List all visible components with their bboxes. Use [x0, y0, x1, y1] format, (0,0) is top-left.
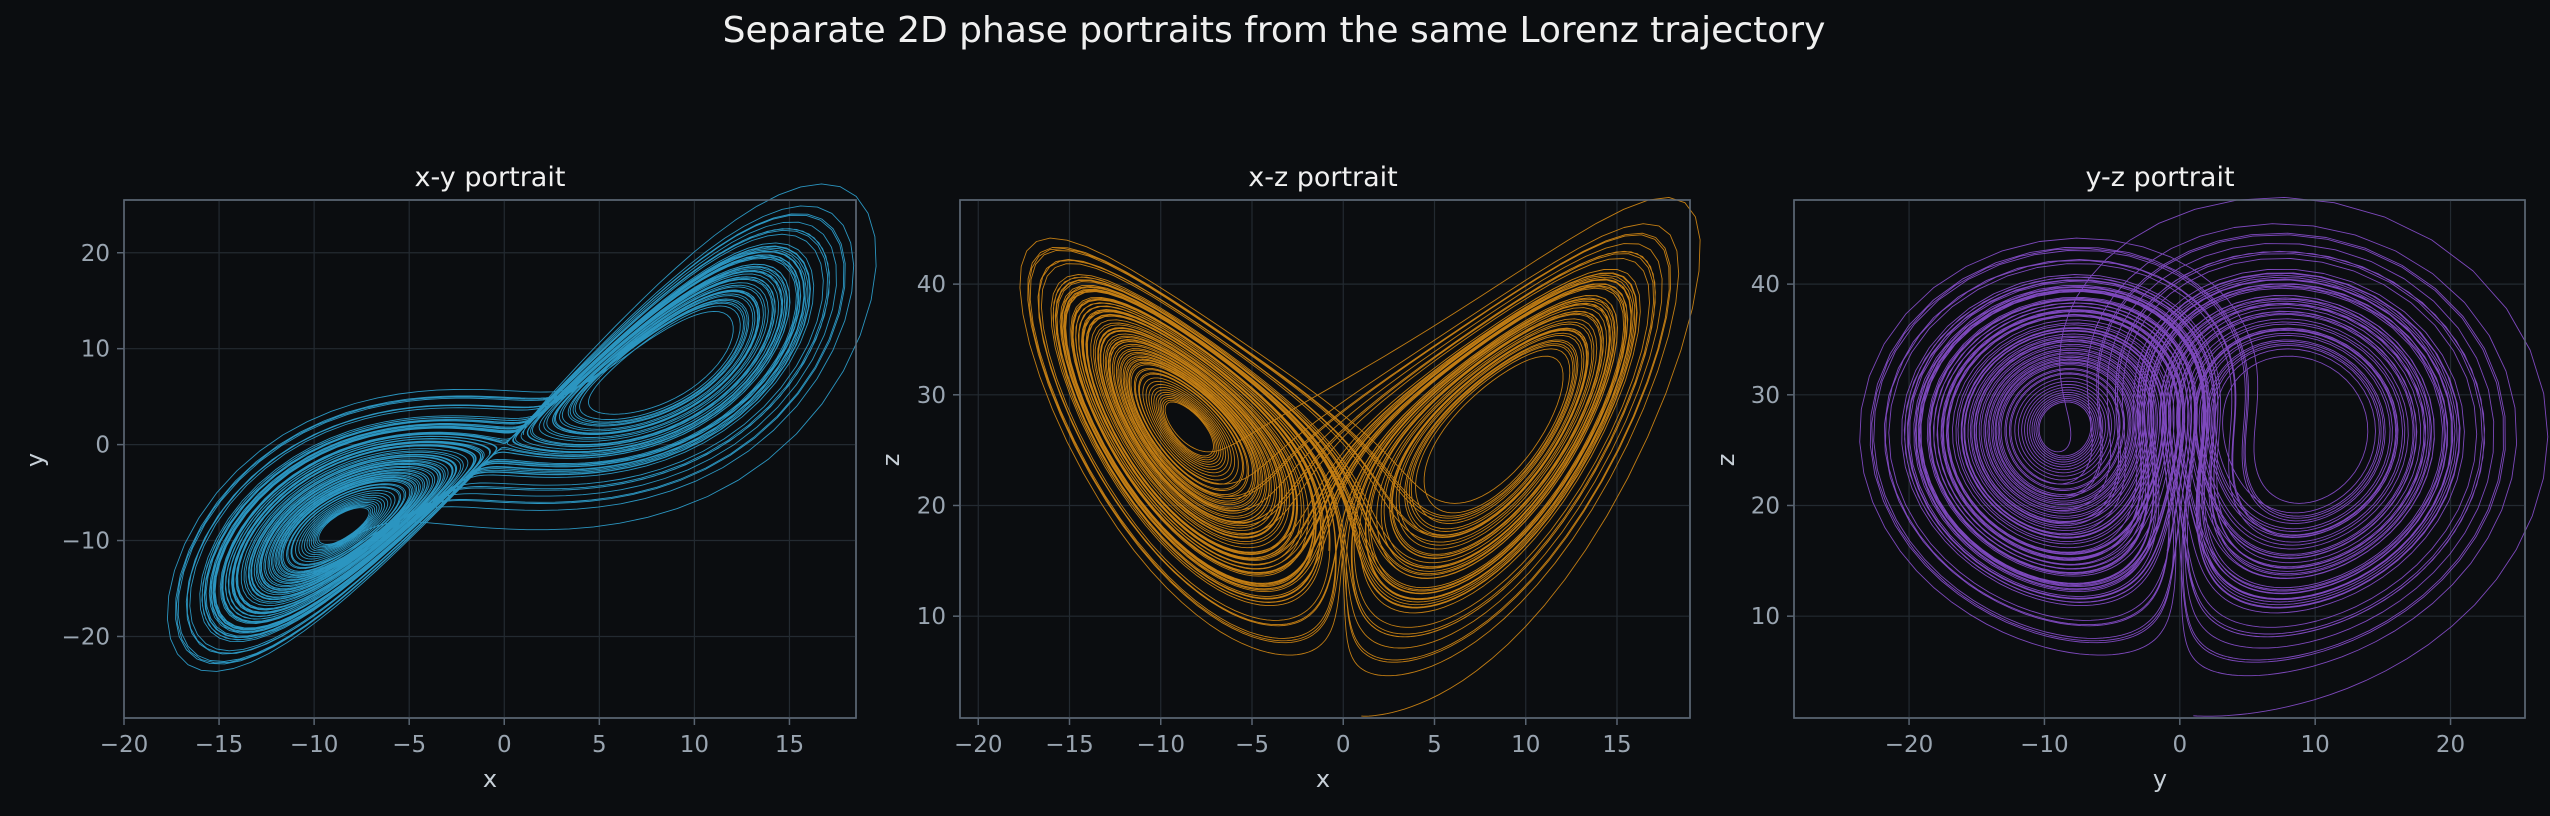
panel-yz-y-tick-label: 20 [1751, 493, 1780, 519]
panel-xy-y-tick-label: 0 [95, 433, 110, 459]
panel-yz-x-tick-label: −10 [2020, 732, 2069, 758]
panel-xy-border [123, 199, 857, 719]
panel-xy-xlabel: x [483, 765, 497, 793]
panel-xz-y-tick-label: 10 [917, 604, 946, 630]
panel-xy-y-tick-label: 10 [81, 337, 110, 363]
panel-xy-plot-area [123, 199, 857, 719]
panel-yz-xlabel: y [2153, 765, 2167, 793]
panel-yz-title: y-z portrait [2085, 162, 2234, 193]
panel-yz-x-tick-label: 0 [2172, 732, 2187, 758]
panel-xy-y-tick-label: −20 [61, 624, 110, 650]
panel-yz-x-tick-label: 10 [2301, 732, 2330, 758]
panel-xz-series-line [1019, 196, 1701, 717]
panel-yz-border [1793, 199, 2526, 719]
panel-yz-series-line [1859, 196, 2549, 717]
figure-title: Separate 2D phase portraits from the sam… [723, 10, 1826, 51]
panel-xz-x-tick-label: 15 [1602, 732, 1631, 758]
panel-xz-x-tick-label: −5 [1235, 732, 1269, 758]
panel-xy-x-tick-label: −10 [290, 732, 339, 758]
panel-xz-y-tick-label: 30 [917, 383, 946, 409]
panel-xz-ylabel: z [877, 454, 905, 467]
panel-xy-x-tick-label: −5 [392, 732, 426, 758]
panel-xy-x-tick-label: 0 [497, 732, 512, 758]
panel-yz-y-tick-label: 10 [1751, 604, 1780, 630]
panel-xy-x-tick-label: 10 [680, 732, 709, 758]
panel-xz-border [959, 199, 1691, 719]
panel-xy-y-tick-label: −10 [61, 529, 110, 555]
panel-yz-x-tick-label: −20 [1885, 732, 1934, 758]
panel-xz-x-tick-label: −20 [954, 732, 1003, 758]
panel-xy-series-line [166, 183, 877, 672]
panel-xz-x-tick-label: 5 [1427, 732, 1442, 758]
panel-xy-x-tick-label: 5 [592, 732, 607, 758]
panel-yz-x-tick-label: 20 [2436, 732, 2465, 758]
panel-yz: y-z portrait y z −20 −10 0 10 20 10 20 30 40 [1712, 162, 2549, 793]
panel-yz-plot-area [1793, 199, 2526, 719]
panel-xz-title: x-z portrait [1248, 162, 1398, 193]
panel-yz-y-tick-label: 30 [1751, 383, 1780, 409]
panel-xy-title: x-y portrait [415, 162, 566, 193]
panel-xy-x-tick-label: 15 [775, 732, 804, 758]
panel-yz-y-tick-label: 40 [1751, 272, 1780, 298]
panel-xz-x-tick-label: −15 [1045, 732, 1094, 758]
panel-xz-x-tick-label: 0 [1336, 732, 1351, 758]
panel-xy: x-y portrait x y −20 −15 −10 −5 0 5 10 15 −20 −10… [21, 162, 877, 793]
panel-xz-x-tick-label: −10 [1136, 732, 1185, 758]
panel-xz: x-z portrait x z −20 −15 −10 −5 0 5 10 15 10 20 30… [877, 162, 1701, 793]
panel-yz-ylabel: z [1712, 454, 1740, 467]
panel-xz-xlabel: x [1316, 765, 1330, 793]
panel-xz-y-tick-label: 20 [917, 493, 946, 519]
panel-xz-y-tick-label: 40 [917, 272, 946, 298]
panel-xy-x-tick-label: −15 [195, 732, 244, 758]
panel-xy-x-tick-label: −20 [100, 732, 149, 758]
panel-xy-y-tick-label: 20 [81, 241, 110, 267]
panel-xz-x-tick-label: 10 [1511, 732, 1540, 758]
panel-xy-ylabel: y [21, 453, 49, 467]
